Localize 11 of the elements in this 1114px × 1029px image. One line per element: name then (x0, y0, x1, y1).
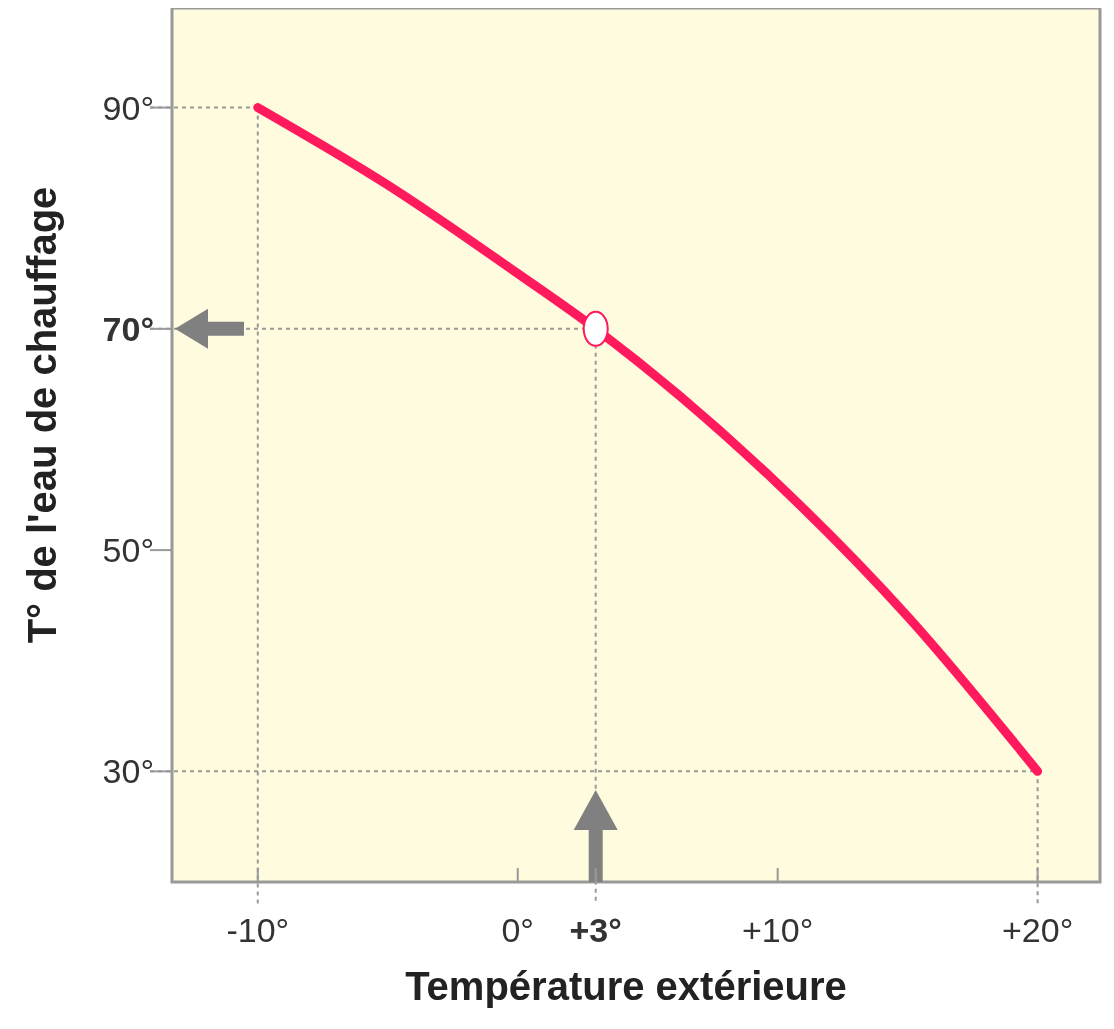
x-tick-label: +3° (569, 911, 622, 949)
x-axis-title: Température extérieure (405, 964, 847, 1008)
y-tick-label: 50° (102, 531, 154, 570)
x-tick-label: +10° (742, 911, 814, 949)
y-tick-label: 90° (102, 88, 154, 127)
x-tick-label: 0° (501, 911, 534, 949)
y-tick-label: 70° (102, 309, 154, 348)
x-tick-label: +20° (1001, 911, 1074, 949)
y-tick-label: 30° (102, 752, 154, 791)
y-axis-title: T° de l'eau de chauffage (20, 186, 64, 644)
x-tick-label: -10° (226, 911, 290, 949)
